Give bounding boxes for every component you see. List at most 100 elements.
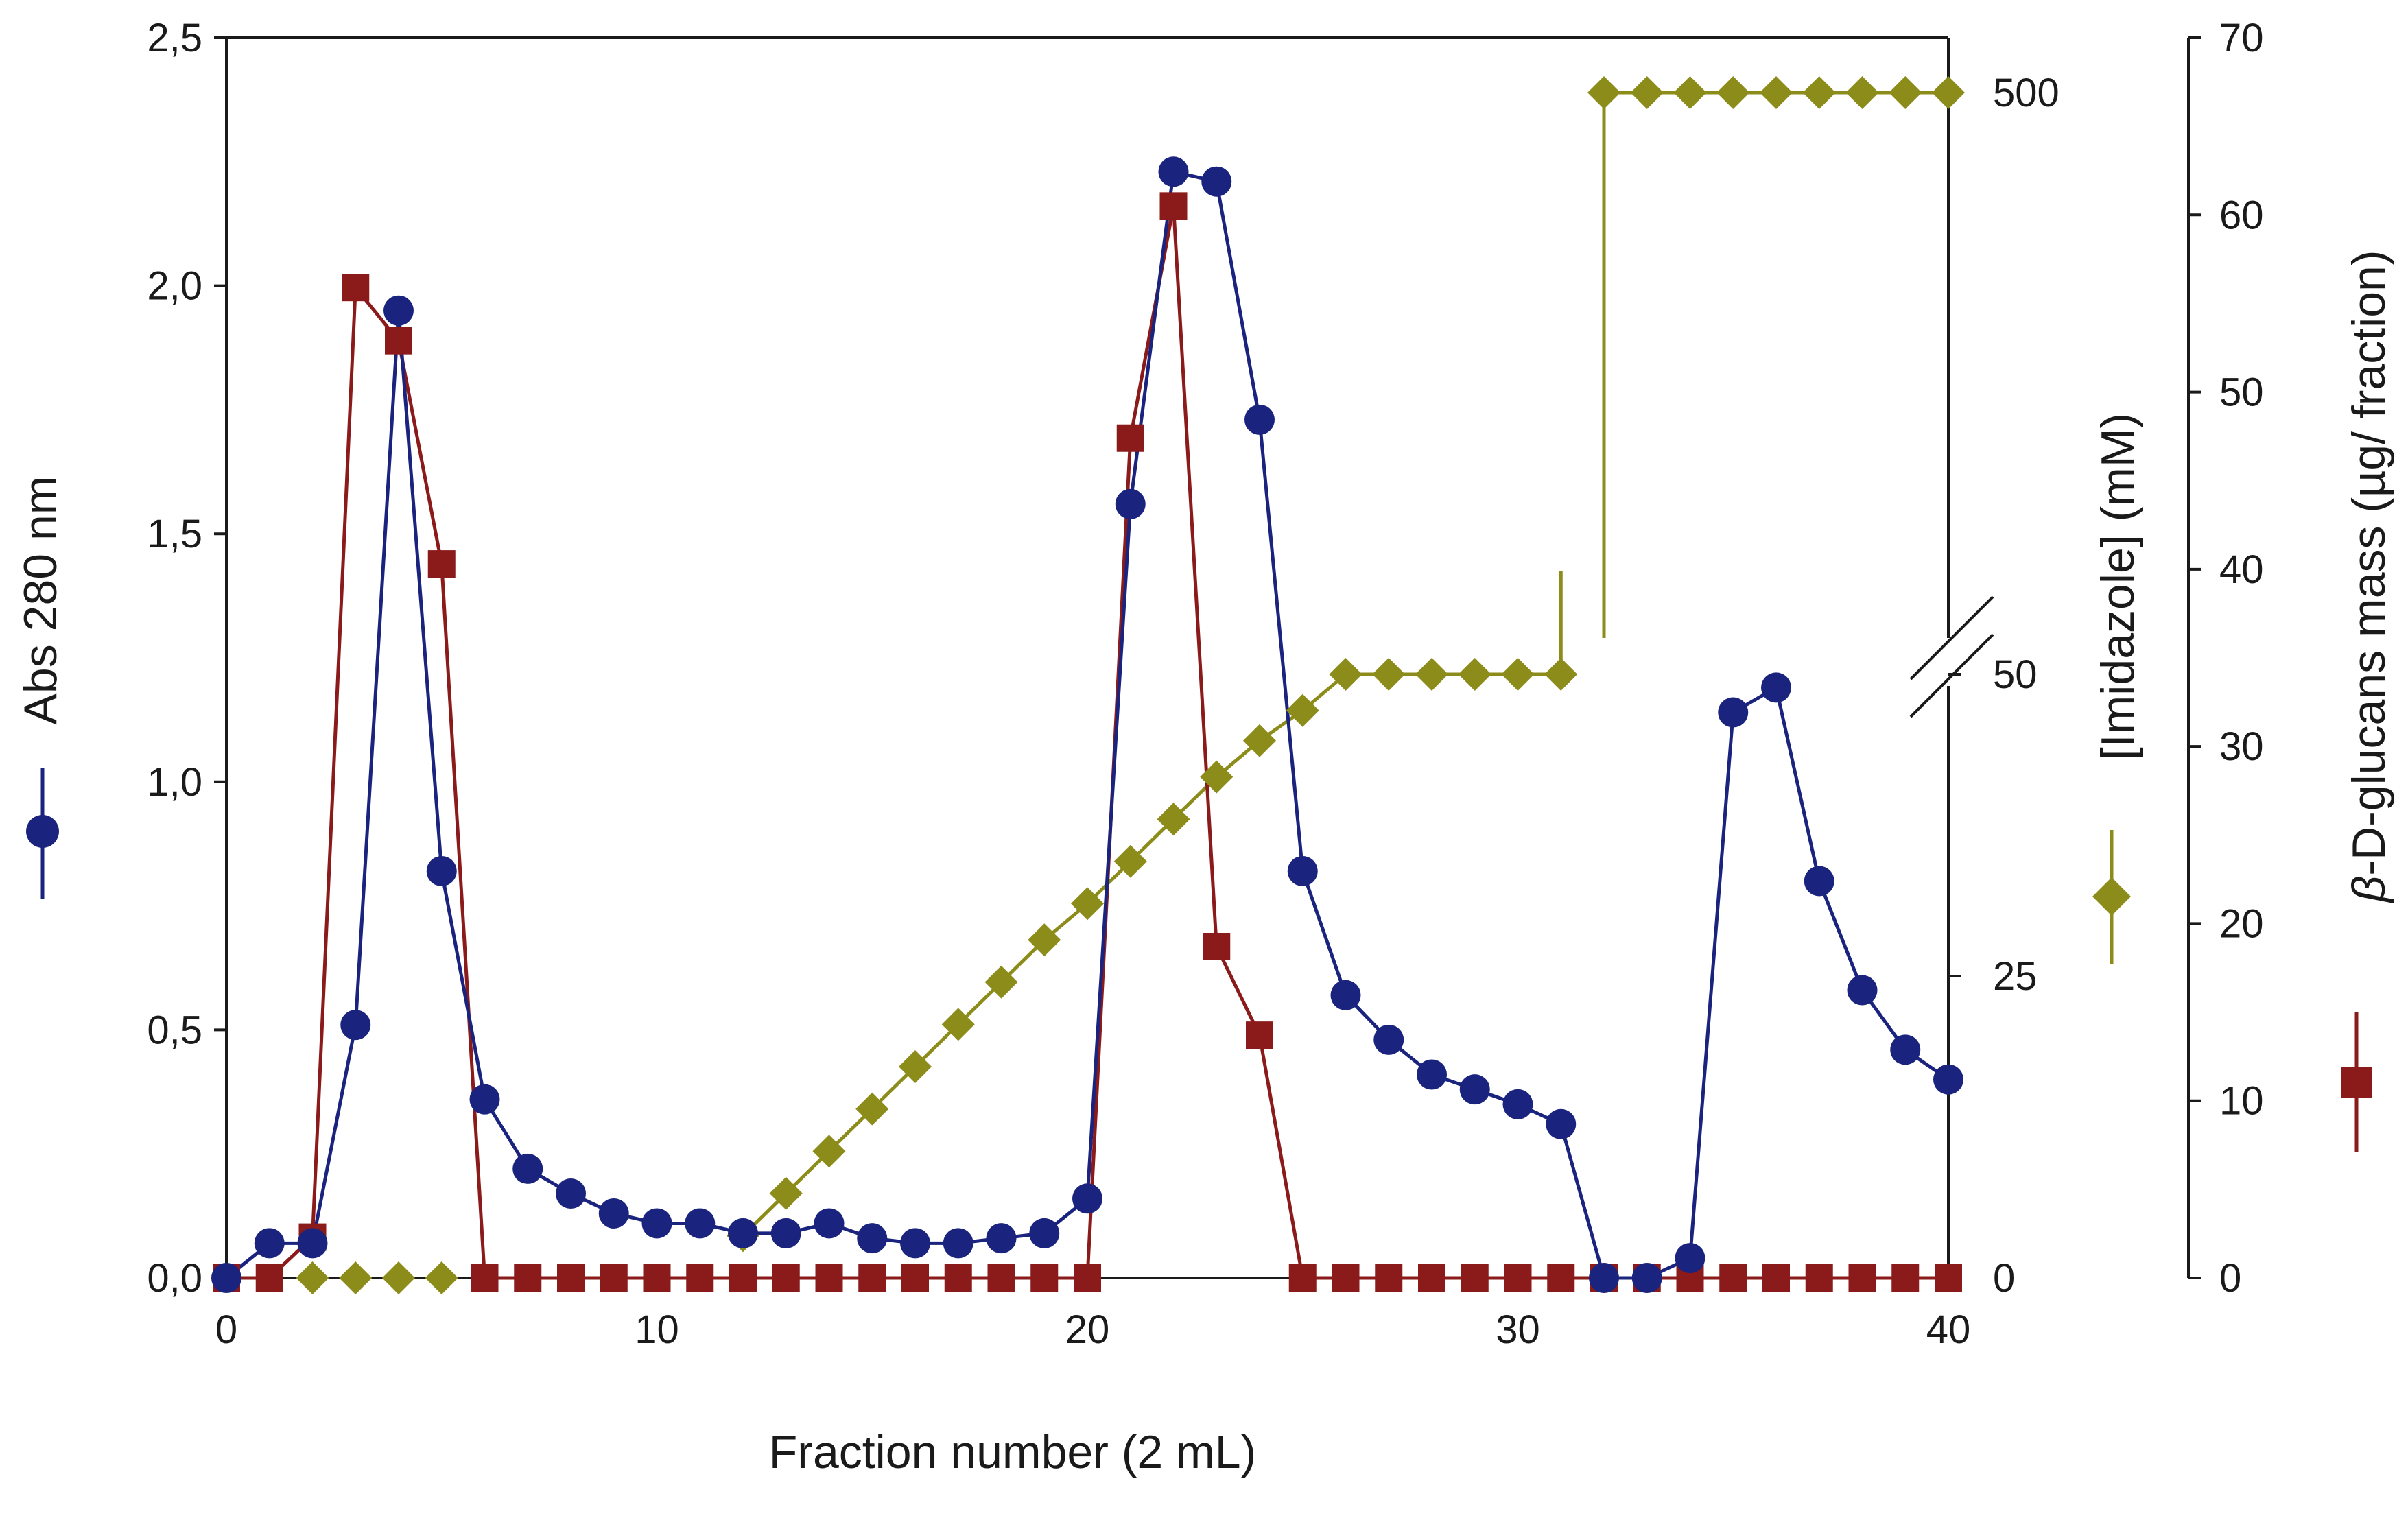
data-point-glucans [1332, 1264, 1360, 1292]
data-point-imidazole [1501, 658, 1535, 691]
data-point-glucans [858, 1264, 886, 1292]
data-point-glucans [1074, 1264, 1101, 1292]
data-point-glucans [1203, 933, 1231, 961]
y-right-axis-title: β-D-glucans mass (µg/ fraction) [2343, 250, 2395, 904]
data-point-abs280 [1589, 1263, 1619, 1293]
y-left-tick-label: 1,5 [147, 512, 202, 556]
data-point-abs280 [1718, 697, 1749, 728]
data-point-abs280 [340, 1010, 371, 1041]
data-point-glucans [514, 1264, 542, 1292]
data-point-abs280 [770, 1218, 801, 1248]
legend-key-marker-imidazole [2092, 877, 2131, 916]
y-left-tick-label: 0,5 [147, 1008, 202, 1052]
data-point-imidazole [812, 1135, 846, 1168]
data-point-abs280 [1201, 166, 1232, 197]
y-right-tick-label: 60 [2219, 193, 2264, 237]
y-mid-tick-label: 0 [1993, 1256, 2015, 1301]
series-line-glucans [226, 204, 1948, 1280]
y-right-axis-title-prefix: β [2343, 876, 2395, 904]
data-point-imidazole [1071, 887, 1104, 921]
data-point-imidazole [1157, 803, 1190, 836]
series-markers-layer [211, 76, 1965, 1294]
y-right-tick-label: 20 [2219, 901, 2264, 946]
x-axis-title: Fraction number (2 mL) [769, 1426, 1256, 1478]
data-point-imidazole [1587, 76, 1620, 109]
data-point-abs280 [211, 1263, 241, 1293]
data-point-abs280 [685, 1208, 716, 1239]
data-point-glucans [686, 1264, 714, 1292]
data-point-abs280 [1502, 1089, 1533, 1119]
data-point-abs280 [1244, 404, 1275, 435]
data-point-abs280 [1675, 1243, 1705, 1274]
x-tick-label: 20 [1065, 1307, 1110, 1352]
data-point-abs280 [1631, 1263, 1662, 1293]
data-point-abs280 [1072, 1183, 1102, 1214]
data-point-glucans [1288, 1264, 1317, 1292]
data-point-imidazole [1243, 724, 1276, 757]
y-left-tick-label: 2,0 [147, 264, 202, 309]
data-point-abs280 [728, 1218, 758, 1248]
data-point-glucans [901, 1264, 929, 1292]
data-point-abs280 [986, 1223, 1017, 1254]
data-point-abs280 [1029, 1218, 1060, 1248]
data-point-abs280 [857, 1223, 888, 1254]
data-point-imidazole [1028, 923, 1061, 957]
data-point-glucans [1461, 1264, 1489, 1292]
text-layer: 0 10 20 30 40 0,0 0,5 1,0 1,5 2,0 2,5 0 25 50 500 0 10 20… [26, 16, 2372, 1352]
legend-key-marker-glucans [2341, 1067, 2372, 1098]
legend-key-marker-abs280 [26, 815, 59, 848]
data-point-abs280 [1417, 1059, 1447, 1090]
x-tick-label: 40 [1926, 1307, 1971, 1352]
data-point-imidazole [1845, 76, 1879, 109]
data-point-glucans [1719, 1264, 1747, 1292]
data-point-imidazole [1932, 76, 1965, 109]
data-point-glucans [1935, 1264, 1962, 1292]
data-point-abs280 [1459, 1074, 1490, 1105]
data-point-abs280 [469, 1084, 500, 1115]
data-point-abs280 [383, 295, 414, 326]
data-point-abs280 [900, 1228, 930, 1259]
y-left-tick-label: 0,0 [147, 1256, 202, 1301]
y-right-tick-label: 30 [2219, 724, 2264, 769]
y-right-tick-label: 70 [2219, 16, 2264, 60]
y-mid-tick-label: 25 [1993, 954, 2038, 999]
data-point-glucans [471, 1264, 499, 1292]
data-point-imidazole [1113, 844, 1147, 878]
data-point-imidazole [425, 1261, 458, 1294]
data-point-glucans [1848, 1264, 1876, 1292]
data-point-abs280 [1115, 488, 1146, 519]
data-point-abs280 [1330, 980, 1361, 1010]
y-left-axis-title: Abs 280 nm [14, 476, 67, 725]
y-right-tick-label: 0 [2219, 1256, 2241, 1301]
data-point-imidazole [1372, 658, 1406, 691]
axis-break-mark-1 [1909, 595, 1994, 680]
data-point-abs280 [1546, 1108, 1577, 1139]
data-point-imidazole [1329, 658, 1362, 691]
data-point-imidazole [1889, 76, 1922, 109]
data-point-imidazole [1286, 693, 1319, 727]
y-mid-axis-title: [Imidazole] (mM) [2092, 413, 2144, 760]
data-point-imidazole [1200, 760, 1233, 794]
data-point-imidazole [1544, 658, 1578, 691]
data-point-glucans [944, 1264, 972, 1292]
series-line-imidazole-gradient [742, 672, 1561, 1237]
y-right-tick-label: 50 [2219, 370, 2264, 415]
data-point-glucans [1159, 192, 1188, 220]
data-point-glucans [815, 1264, 843, 1292]
data-point-abs280 [1804, 866, 1834, 897]
data-point-glucans [342, 274, 370, 302]
y-right-axis-title-text: -D-glucans mass (µg/ fraction) [2343, 250, 2395, 876]
data-point-glucans [1418, 1264, 1445, 1292]
y-right-tick-label: 40 [2219, 547, 2264, 592]
data-point-glucans [1246, 1021, 1273, 1049]
data-point-abs280 [1890, 1034, 1921, 1065]
data-point-glucans [1762, 1264, 1790, 1292]
y-left-tick-label: 2,5 [147, 16, 202, 60]
data-point-abs280 [1158, 156, 1189, 187]
data-point-imidazole [296, 1261, 329, 1294]
data-point-abs280 [426, 855, 457, 886]
data-point-imidazole [855, 1092, 889, 1126]
data-point-abs280 [1287, 855, 1318, 886]
data-point-glucans [1547, 1264, 1575, 1292]
